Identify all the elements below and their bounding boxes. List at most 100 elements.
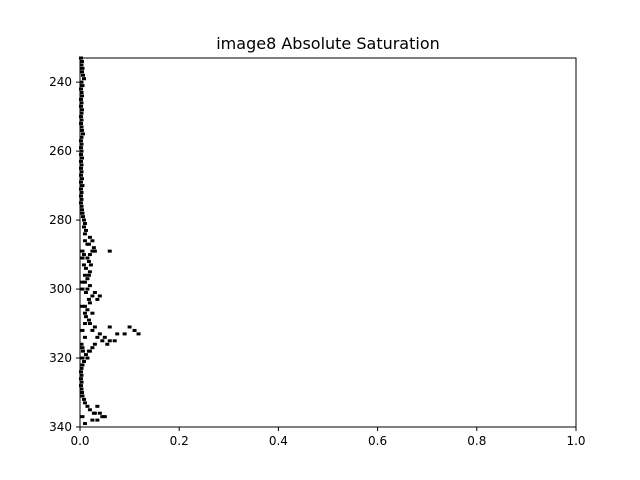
data-point — [91, 246, 96, 250]
data-point — [81, 218, 86, 222]
data-point — [87, 253, 92, 257]
data-point — [78, 122, 83, 126]
data-point — [86, 273, 91, 277]
data-point — [81, 397, 86, 401]
data-point — [81, 225, 86, 229]
data-point — [83, 228, 88, 232]
data-point — [79, 177, 84, 181]
data-point — [79, 90, 84, 94]
chart-title: image8 Absolute Saturation — [216, 34, 440, 53]
data-point — [87, 235, 92, 239]
data-point — [83, 315, 88, 319]
data-point — [79, 101, 84, 105]
data-point — [83, 266, 88, 270]
data-point — [78, 180, 83, 184]
data-point — [78, 139, 83, 143]
data-point — [78, 153, 83, 157]
data-point — [79, 163, 84, 167]
data-point — [80, 394, 85, 398]
data-point — [80, 356, 85, 360]
data-point — [78, 187, 83, 191]
data-point — [82, 311, 87, 315]
data-point — [87, 301, 92, 305]
data-point — [80, 73, 85, 77]
data-point — [82, 304, 87, 308]
data-point — [85, 256, 90, 260]
plot-frame — [79, 57, 577, 428]
data-point — [80, 84, 85, 88]
data-point — [78, 173, 83, 177]
data-point — [107, 325, 112, 329]
data-point — [87, 322, 92, 326]
data-point — [79, 125, 84, 129]
data-point — [91, 411, 96, 415]
data-point — [79, 380, 84, 384]
data-point — [95, 297, 100, 301]
data-point — [85, 308, 90, 312]
data-point — [85, 277, 90, 281]
data-point — [79, 118, 84, 122]
data-point — [80, 66, 85, 70]
data-point — [81, 359, 86, 363]
data-point — [86, 259, 91, 263]
data-point — [82, 239, 87, 243]
x-tick-label: 0.4 — [269, 434, 288, 448]
data-point — [79, 197, 84, 201]
data-point — [82, 335, 87, 339]
data-point — [80, 256, 85, 260]
data-point — [95, 404, 100, 408]
data-point — [90, 294, 95, 298]
data-point — [82, 222, 87, 226]
data-point — [79, 170, 84, 174]
data-point — [80, 249, 85, 253]
data-point — [92, 249, 97, 253]
data-point — [79, 63, 84, 67]
x-tick-label: 0.0 — [70, 434, 89, 448]
data-point — [78, 166, 83, 170]
data-point — [136, 332, 141, 336]
y-tick-label: 300 — [49, 282, 72, 296]
data-point — [122, 332, 127, 336]
data-point — [79, 111, 84, 115]
data-point — [78, 159, 83, 163]
data-point — [85, 404, 90, 408]
data-point — [82, 273, 87, 277]
data-point — [85, 287, 90, 291]
data-point — [92, 291, 97, 294]
data-point — [78, 97, 83, 101]
data-point — [86, 297, 91, 301]
data-point — [83, 291, 88, 294]
data-point — [80, 304, 85, 308]
data-point — [81, 77, 86, 81]
data-point — [79, 135, 84, 139]
y-tick-label: 320 — [49, 351, 72, 365]
data-point — [100, 339, 105, 343]
data-point — [79, 80, 84, 84]
data-point — [79, 191, 84, 194]
data-point — [81, 253, 86, 257]
x-axis-ticks: 0.0 0.2 0.4 0.6 0.8 1.0 — [70, 427, 586, 448]
data-point — [79, 108, 84, 112]
data-point — [78, 104, 83, 108]
data-point — [80, 211, 85, 215]
y-tick-label: 340 — [49, 420, 72, 434]
data-point — [100, 415, 105, 419]
data-point — [82, 422, 87, 426]
data-point — [80, 215, 85, 219]
data-point — [87, 408, 92, 412]
data-point — [80, 415, 85, 419]
data-point — [80, 280, 85, 284]
y-axis-ticks: 240 260 280 300 320 340 — [49, 75, 80, 434]
data-point — [79, 208, 84, 212]
data-point — [97, 411, 102, 415]
data-point — [79, 70, 84, 74]
data-point — [105, 342, 110, 346]
data-point — [79, 128, 84, 132]
data-point — [95, 418, 100, 422]
data-point — [90, 311, 95, 315]
data-point — [78, 146, 83, 150]
data-point — [79, 366, 84, 370]
data-point — [102, 335, 107, 339]
data-point — [79, 94, 84, 98]
